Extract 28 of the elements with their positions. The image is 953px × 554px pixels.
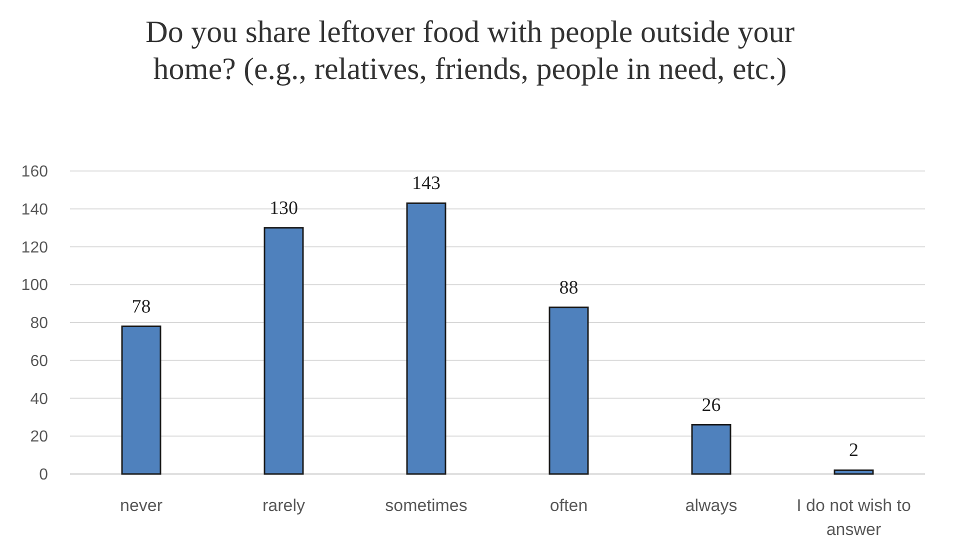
y-tick-label: 0 xyxy=(39,466,48,484)
bar xyxy=(548,306,589,475)
x-tick-label: sometimes xyxy=(385,496,468,515)
x-tick-label: never xyxy=(120,496,163,515)
y-tick-label: 20 xyxy=(30,428,48,446)
bar xyxy=(406,202,446,475)
data-label: 26 xyxy=(702,394,721,416)
bar xyxy=(691,424,732,475)
data-label: 130 xyxy=(270,198,298,219)
bar xyxy=(264,227,304,475)
bar xyxy=(834,469,874,475)
x-tick-label: rarely xyxy=(262,496,306,515)
x-tick-label: I do not wish to answer xyxy=(796,496,911,539)
x-tick-label: always xyxy=(685,496,738,515)
y-tick-label: 100 xyxy=(21,277,48,294)
y-tick-label: 60 xyxy=(30,352,48,370)
data-label: 143 xyxy=(412,173,440,194)
y-tick-label: 140 xyxy=(21,201,48,218)
y-tick-label: 160 xyxy=(21,164,48,181)
y-tick-label: 40 xyxy=(30,390,48,408)
data-label: 88 xyxy=(559,277,578,298)
bar xyxy=(121,326,162,475)
x-tick-label: often xyxy=(550,496,588,515)
y-tick-label: 80 xyxy=(30,315,48,332)
data-label: 2 xyxy=(849,440,858,462)
data-label: 78 xyxy=(132,296,151,318)
y-tick-label: 120 xyxy=(21,239,48,256)
chart-title: Do you share leftover food with people outside your home? (e.g., relatives, friends, people in need, etc.) xyxy=(145,14,796,86)
